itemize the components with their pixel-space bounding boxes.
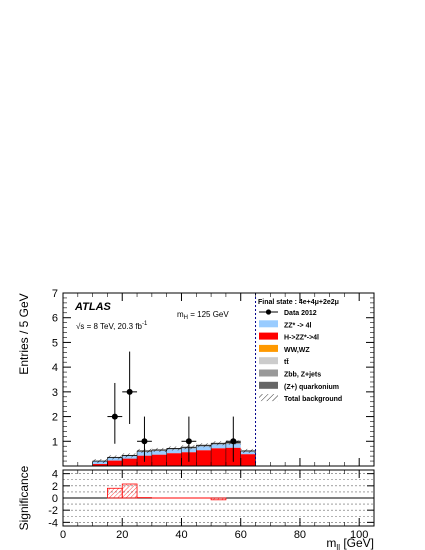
data-point-2	[141, 438, 148, 445]
legend-label-5: Zbb, Z+jets	[284, 372, 321, 379]
data-point-4	[230, 438, 237, 445]
legend-label-6: (Z+) quarkonium	[284, 384, 339, 391]
y-axis-title: Entries / 5 GeV	[17, 293, 31, 374]
legend-swatch-5	[259, 369, 278, 377]
y-tick-label-6: 6	[52, 313, 58, 325]
sig-y-tick-label-4: 4	[52, 469, 58, 481]
significance-axis-title: Significance	[17, 465, 31, 530]
y-tick-label-5: 5	[52, 337, 58, 349]
y-tick-label-1: 1	[52, 436, 58, 448]
legend-label-7: Total background	[284, 396, 342, 403]
sig-y-tick-label-2: 2	[52, 481, 58, 493]
bar-h-zz-4l-4	[151, 454, 167, 466]
legend-label-2: H->ZZ*->4l	[284, 335, 319, 342]
legend-label-1: ZZ* -> 4l	[284, 322, 311, 329]
x-tick-label-60: 60	[235, 529, 247, 541]
legend-marker-0	[265, 309, 272, 315]
energy-label: √s = 8 TeV, 20.3 fb-1	[76, 321, 148, 331]
legend-swatch-3	[259, 344, 278, 352]
legend-swatch-6	[259, 381, 278, 389]
x-tick-label-80: 80	[294, 529, 306, 541]
significance-bar-4	[210, 497, 227, 501]
legend-label-0: Data 2012	[284, 310, 317, 317]
bar-zz-4l-8	[211, 444, 226, 449]
data-point-1	[126, 388, 133, 395]
bar-h-zz-4l-7	[196, 450, 212, 466]
y-tick-label-7: 7	[52, 288, 58, 300]
bar-h-zz-4l-5	[166, 453, 182, 466]
data-point-0	[111, 413, 118, 420]
bar-zz-4l-5	[166, 449, 182, 454]
atlas-label: ATLAS	[74, 301, 112, 313]
significance-bar-1	[121, 483, 138, 499]
x-tick-label-0: 0	[60, 529, 66, 541]
bar-h-zz-4l-1	[107, 460, 123, 466]
legend-title: Final state : 4e+4μ+2e2μ	[258, 299, 339, 306]
plot-frame	[62, 292, 375, 467]
legend-swatch-7	[259, 394, 278, 402]
legend: Final state : 4e+4μ+2e2μ Data 2012 ZZ* ->…	[258, 299, 342, 403]
x-tick-label-40: 40	[175, 529, 187, 541]
bar-h-zz-4l-2	[122, 458, 138, 466]
bar-zz-4l-4	[151, 450, 167, 455]
sig-y-tick-label-0: 0	[52, 493, 58, 505]
legend-swatch-1	[259, 320, 278, 328]
y-tick-label-3: 3	[52, 387, 58, 399]
x-axis-title: mll [GeV]	[326, 536, 374, 550]
main-plot: 1 2 3 4 5 6 7	[52, 288, 375, 467]
legend-label-3: WW,WZ	[284, 347, 310, 354]
bar-h-zz-4l-8	[211, 448, 226, 466]
bar-h-zz-4l-0	[92, 464, 108, 466]
bar-h-zz-4l-10	[240, 454, 256, 466]
significance-bar-0	[107, 487, 123, 499]
legend-swatch-2	[259, 332, 278, 340]
x-tick-label-100: 100	[350, 529, 368, 541]
sig-y-tick-label--4: -4	[48, 517, 58, 529]
sig-y-tick-label--2: -2	[48, 505, 58, 517]
legend-swatch-4	[259, 357, 278, 365]
legend-label-4: tt̄	[284, 358, 289, 367]
bar-zz-4l-7	[196, 446, 212, 451]
data-point-3	[185, 438, 192, 445]
y-tick-label-2: 2	[52, 412, 58, 424]
y-tick-label-4: 4	[52, 362, 58, 374]
x-tick-label-20: 20	[116, 529, 128, 541]
higgs-mass-label: mH = 125 GeV	[177, 310, 229, 321]
